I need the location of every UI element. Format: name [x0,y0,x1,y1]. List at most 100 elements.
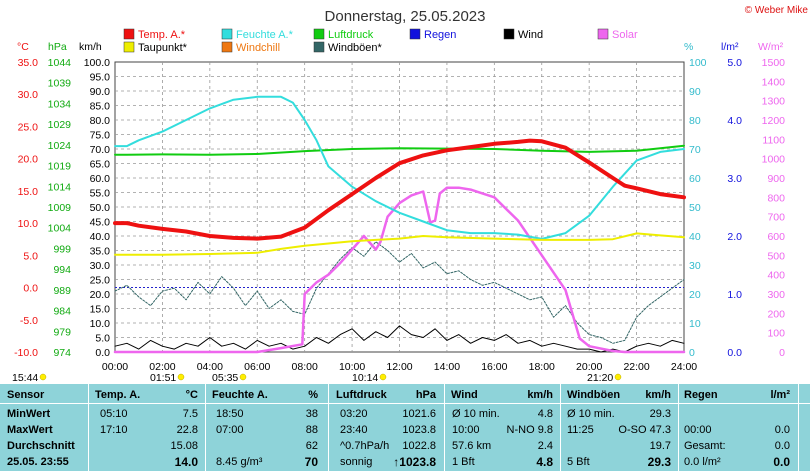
legend-swatch [313,41,325,53]
table-cell-value: 29.3 [649,408,671,420]
temp-axis-tick-label: 0.0 [23,283,38,295]
humidity-axis-tick-label: 50 [689,202,701,214]
humidity-unit: % [684,41,693,53]
temp-axis-tick-label: 35.0 [18,57,39,69]
solar-axis-tick-label: 200 [767,308,785,320]
pressure-axis-tick-label: 1004 [48,223,72,235]
rain-axis-tick-label: 2.0 [727,231,742,243]
wind-axis-tick-label: 30.0 [90,260,111,272]
table-header-separator [0,403,810,404]
rain-axis-tick-label: 0.0 [727,347,742,359]
solar-axis-tick-label: 1400 [762,76,786,88]
table-header: Temp. A. [95,389,141,401]
pressure-axis-tick-label: 1019 [48,161,72,173]
table-header-unit: hPa [415,389,436,401]
wind-axis-tick-label: 95.0 [90,72,111,84]
wind-axis-tick-label: 45.0 [90,217,111,229]
temp-axis-tick-label: 15.0 [18,186,39,198]
solar-axis-tick-label: 1500 [762,57,786,69]
wind-axis-tick-label: 75.0 [90,130,111,142]
table-cell-value: 22.8 [176,424,198,436]
wind-axis-tick-label: 60.0 [90,173,111,185]
table-cell-sub: 17:10 [100,424,128,436]
table-cell-sub: 11:25 [567,424,594,436]
legend-swatch [123,41,135,53]
table-cell-sub: Gesamt: [684,440,726,452]
legend-label: Windchill [236,42,280,54]
rain-axis-tick-label: 3.0 [727,173,742,185]
table-cell-sub: 03:20 [340,408,368,420]
rain-unit: l/m² [721,41,739,53]
pressure-axis-tick-label: 999 [53,243,71,255]
legend-label: Feuchte A.* [236,29,294,41]
sun-icon [239,373,247,381]
x-tick-label: 22:00 [623,361,649,373]
table-cell-sub: 00:00 [684,424,712,436]
series-line [114,241,685,344]
temp-axis-tick-label: 5.0 [23,250,38,262]
x-tick-label: 06:00 [244,361,270,373]
sun-event-label: 05:35 [212,372,238,384]
humidity-axis-tick-label: 80 [689,115,701,127]
x-tick-label: 02:00 [149,361,175,373]
x-tick-label: 08:00 [292,361,318,373]
table-cell-value: 2.4 [537,440,553,452]
table-cell-sub: ^0.7hPa/h [340,440,390,452]
table-cell-value: 1023.8 [402,424,436,436]
wind-axis-tick-label: 55.0 [90,188,111,200]
legend-label: Taupunkt* [138,42,188,54]
table-cell-value: 29.3 [647,455,671,469]
sun-icon [379,373,387,381]
copyright-label: © Weber Mike [745,5,809,16]
rain-axis-tick-label: 4.0 [727,115,742,127]
table-cell-sub: 8.45 g/m³ [216,456,263,468]
legend-label: Solar [612,29,638,41]
table-cell-value: 1021.6 [402,408,436,420]
temp-unit: °C [17,41,29,53]
rain-axis-tick-label: 5.0 [727,57,742,69]
table-cell-sub: 1 Bft [452,456,475,468]
legend-label: Temp. A.* [138,29,186,41]
pressure-axis-tick-label: 989 [53,285,71,297]
table-header: Sensor [7,389,45,401]
pressure-axis-tick-label: 979 [53,326,71,338]
table-cell-value: 88 [305,424,318,436]
legend-swatch [313,28,325,40]
solar-axis-tick-label: 300 [767,289,785,301]
table-cell-value: 4.8 [537,408,553,420]
temp-axis-tick-label: 10.0 [18,218,39,230]
x-tick-label: 14:00 [434,361,460,373]
wind-axis-tick-label: 35.0 [90,246,111,258]
wind-axis-tick-label: 65.0 [90,159,111,171]
sun-event-label: 10:14 [352,372,378,384]
table-cell-value: 70 [304,455,318,469]
series-line [113,186,686,354]
table-cell-value: 4.8 [536,455,553,469]
pressure-axis-tick-label: 984 [53,306,71,318]
solar-unit: W/m² [758,41,784,53]
table-row-label: 25.05. 23:55 [7,456,69,468]
wind-axis-tick-label: 50.0 [90,202,111,214]
table-cell-value: 0.0 [774,440,790,452]
solar-axis-tick-label: 900 [767,173,785,185]
legend-label: Windböen* [328,42,383,54]
wind-axis-tick-label: 85.0 [90,101,111,113]
series-line [113,138,686,241]
pressure-axis-tick-label: 1039 [48,78,72,90]
wind-axis-tick-label: 40.0 [90,231,111,243]
humidity-axis-tick-label: 70 [689,144,701,156]
table-cell-value: 7.5 [182,408,198,420]
wind-axis-tick-label: 80.0 [90,115,111,127]
table-separator [798,384,799,471]
wind-axis-tick-label: 20.0 [90,289,111,301]
wind-axis-tick-label: 5.0 [95,333,110,345]
table-cell-sub: sonnig [340,456,373,468]
table-separator [678,384,679,471]
table-cell-value: 0.0 [773,455,790,469]
legend-swatch [221,41,233,53]
solar-axis-tick-label: 1300 [762,96,786,108]
x-tick-label: 12:00 [386,361,412,373]
legend-swatch [409,28,421,40]
solar-axis-tick-label: 600 [767,231,785,243]
table-header-unit: l/m² [770,389,790,401]
